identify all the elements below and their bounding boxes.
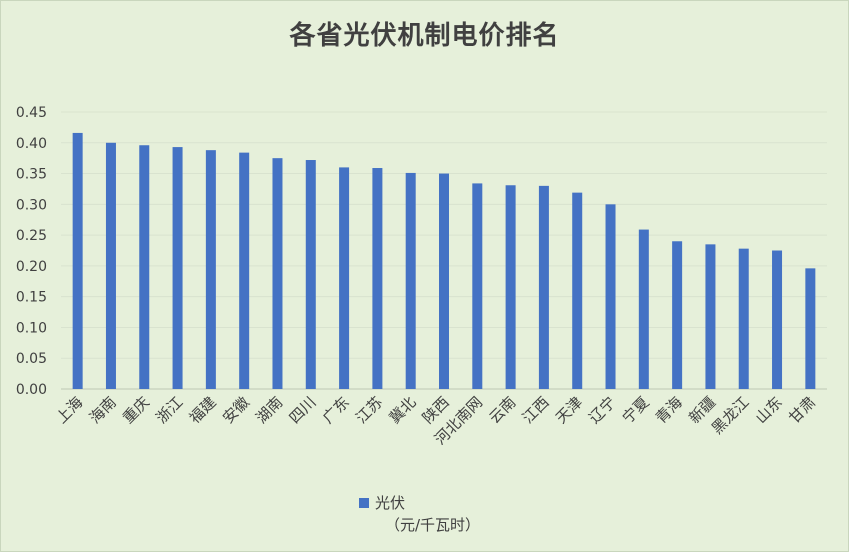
legend-series-name: 光伏 <box>375 494 406 512</box>
bar <box>239 152 250 389</box>
bar <box>172 147 183 389</box>
bar <box>205 150 216 389</box>
y-tick-label: 0.15 <box>16 290 47 306</box>
bar <box>738 248 749 389</box>
bar <box>605 204 616 389</box>
bar <box>705 244 716 389</box>
y-tick-label: 0.25 <box>16 228 47 244</box>
x-tick-label: 辽宁 <box>585 393 619 427</box>
x-tick-label: 安徽 <box>219 393 253 427</box>
y-tick-label: 0.05 <box>16 351 47 367</box>
x-tick-label: 湖南 <box>252 393 286 427</box>
x-tick-label: 重庆 <box>119 393 153 427</box>
legend-swatch <box>359 497 369 508</box>
bar <box>572 192 583 389</box>
bar <box>672 241 683 389</box>
x-tick-label: 冀北 <box>386 393 420 427</box>
x-tick-label: 海南 <box>86 393 120 427</box>
x-tick-label: 福建 <box>186 393 220 427</box>
x-tick-label: 江西 <box>519 393 553 427</box>
y-tick-label: 0.40 <box>16 136 47 152</box>
bar <box>538 185 549 389</box>
x-tick-label: 四川 <box>286 393 320 427</box>
x-tick-label: 青海 <box>652 393 686 427</box>
x-tick-label: 天津 <box>552 393 586 427</box>
y-tick-label: 0.10 <box>16 320 47 336</box>
x-tick-label: 宁夏 <box>619 393 653 427</box>
bar <box>772 250 783 389</box>
legend: 光伏 （元/千瓦时） <box>359 492 480 534</box>
bar <box>139 145 150 389</box>
y-tick-label: 0.20 <box>16 259 47 275</box>
x-tick-label: 浙江 <box>152 393 186 427</box>
bar <box>805 268 816 389</box>
x-tick-label: 甘肃 <box>785 393 819 427</box>
chart-title: 各省光伏机制电价排名 <box>289 21 560 51</box>
bar <box>405 172 416 389</box>
bar <box>372 168 383 389</box>
x-tick-label: 山东 <box>752 393 786 427</box>
x-tick-label: 广东 <box>319 393 353 427</box>
y-tick-label: 0.45 <box>16 105 47 121</box>
y-tick-label: 0.00 <box>16 382 47 398</box>
x-tick-label: 云南 <box>485 393 519 427</box>
x-tick-label: 黑龙江 <box>708 393 753 438</box>
bar <box>72 132 83 389</box>
bar <box>305 160 316 389</box>
x-tick-label: 上海 <box>53 393 87 427</box>
y-tick-label: 0.35 <box>16 167 47 183</box>
bar <box>439 173 449 389</box>
bar <box>105 142 116 389</box>
bar <box>472 183 483 389</box>
bar <box>272 158 283 389</box>
bar <box>505 185 516 389</box>
y-tick-label: 0.30 <box>16 197 47 213</box>
bar <box>638 229 649 389</box>
x-tick-label: 江苏 <box>352 393 386 427</box>
bar <box>339 167 350 389</box>
legend-unit: （元/千瓦时） <box>385 516 481 534</box>
